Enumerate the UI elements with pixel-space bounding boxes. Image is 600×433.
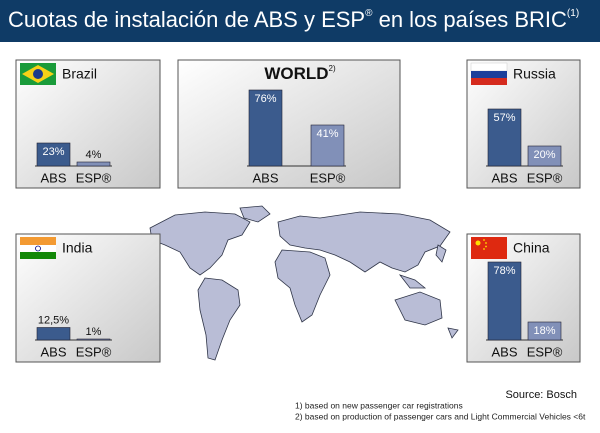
category-label: ABS: [491, 344, 517, 359]
title-note: (1): [567, 8, 579, 19]
value-label: 12,5%: [38, 314, 69, 326]
title-text: en los países BRIC: [372, 7, 567, 32]
category-label: ESP®: [76, 170, 112, 185]
panel-title-text: WORLD: [264, 64, 328, 83]
value-label: 23%: [42, 146, 64, 158]
category-label: ABS: [491, 170, 517, 185]
footnote: 2) based on production of passenger cars…: [295, 411, 586, 421]
chart-panel: WORLD2) 76% ABS 41% ESP®: [177, 59, 401, 189]
bar: [36, 142, 71, 167]
value-label: 57%: [493, 112, 515, 124]
bar: [527, 321, 562, 341]
footnote: 1) based on new passenger car registrati…: [295, 400, 463, 410]
page-title: Cuotas de instalación de ABS y ESP® en l…: [8, 7, 579, 32]
bar: [248, 89, 283, 167]
value-label: 1%: [86, 326, 102, 338]
value-label: 78%: [493, 265, 515, 277]
panel-title: China: [513, 240, 550, 256]
panel-title: Russia: [513, 66, 556, 82]
value-label: 76%: [254, 93, 276, 105]
title-mark: ®: [365, 8, 373, 19]
bar: [487, 261, 522, 341]
flag-india: [20, 237, 56, 259]
value-label: 4%: [86, 149, 102, 161]
value-label: 18%: [533, 325, 555, 337]
flag-china: [471, 237, 507, 259]
category-label: ESP®: [527, 344, 563, 359]
panel-title: Brazil: [62, 66, 97, 82]
panel: [466, 59, 581, 189]
panel-title-note: 2): [329, 64, 336, 73]
flag-brazil: [20, 63, 56, 85]
panel-title: India: [62, 240, 93, 256]
flags: [20, 62, 508, 259]
value-label: 20%: [533, 149, 555, 161]
title-text: Cuotas de instalación de ABS y ESP: [8, 7, 365, 32]
source: Source: Bosch: [505, 389, 577, 401]
value-label: 41%: [316, 128, 338, 140]
category-label: ESP®: [527, 170, 563, 185]
category-label: ESP®: [310, 170, 346, 185]
flag-russia: [470, 62, 508, 85]
category-label: ABS: [40, 170, 66, 185]
category-label: ESP®: [76, 344, 112, 359]
bar: [36, 327, 71, 341]
world-map: [149, 205, 459, 361]
chart-panel: Russia 57% ABS 20% ESP®: [466, 59, 581, 189]
chart-panel: Brazil 23% ABS 4% ESP®: [15, 59, 161, 189]
bar: [487, 108, 522, 167]
panel-title: WORLD2): [264, 64, 336, 83]
bar: [310, 124, 345, 167]
category-label: ABS: [252, 170, 278, 185]
panel: [177, 59, 401, 189]
category-label: ABS: [40, 344, 66, 359]
header-band: [0, 0, 600, 42]
bar: [527, 145, 562, 167]
bar: [76, 338, 111, 341]
bar: [76, 161, 111, 167]
